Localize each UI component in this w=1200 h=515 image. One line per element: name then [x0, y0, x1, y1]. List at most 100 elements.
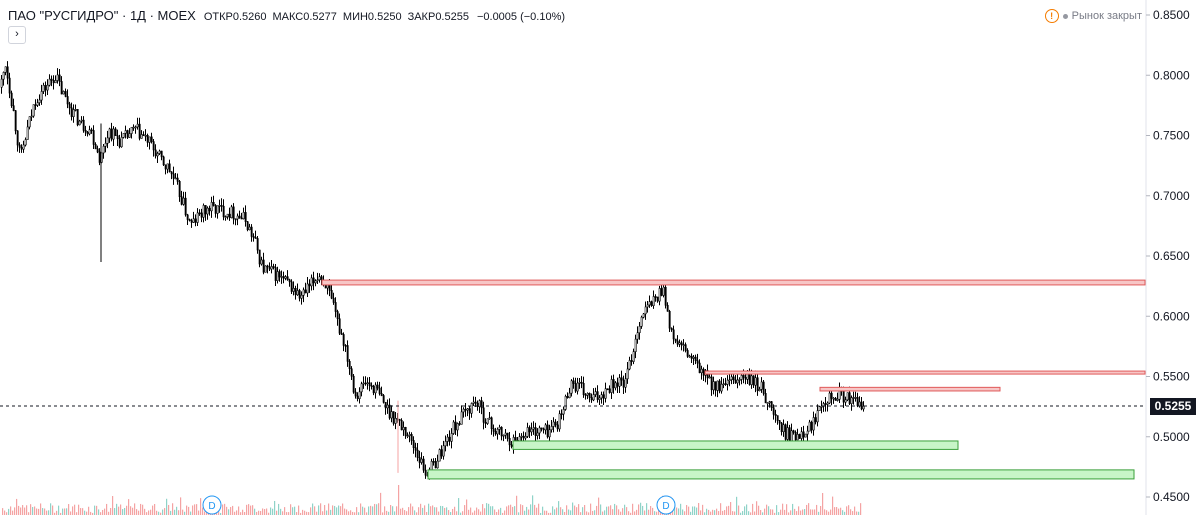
volume-bar	[274, 500, 276, 515]
volume-bar	[394, 511, 396, 515]
close-label: ЗАКР	[407, 11, 436, 23]
volume-bar	[436, 507, 438, 515]
volume-bar	[636, 509, 638, 515]
candle-body	[652, 296, 655, 306]
volume-bar	[540, 512, 542, 515]
volume-bar	[202, 507, 204, 515]
support-zone	[427, 469, 1135, 480]
volume-bar	[682, 509, 684, 515]
candle-body	[862, 405, 865, 410]
volume-bar	[746, 504, 748, 515]
candle-body	[364, 382, 367, 385]
candle-body	[668, 310, 671, 329]
volume-bar	[104, 508, 106, 515]
volume-bar	[504, 510, 506, 515]
volume-bar	[308, 512, 310, 515]
volume-bar	[826, 510, 828, 515]
candle-body	[154, 149, 157, 157]
candle-body	[136, 123, 139, 128]
candle-body	[230, 206, 233, 219]
volume-bar	[318, 505, 320, 515]
candle-body	[96, 148, 99, 153]
candle-body	[786, 427, 789, 440]
volume-bar	[628, 511, 630, 515]
candle-body	[718, 380, 721, 392]
volume-bar	[546, 510, 548, 515]
volume-bar	[4, 510, 6, 515]
volume-bar	[460, 512, 462, 515]
candle-body	[90, 129, 93, 132]
volume-bar	[90, 511, 92, 515]
volume-bar	[260, 510, 262, 515]
candle-body	[694, 356, 697, 361]
volume-bar	[368, 506, 370, 515]
volume-bar	[806, 504, 808, 515]
volume-bar	[366, 512, 368, 515]
volume-bar	[490, 506, 492, 515]
candle-body	[534, 427, 537, 436]
candle-body	[272, 266, 275, 268]
candle-body	[700, 368, 703, 374]
volume-bar	[356, 507, 358, 515]
legend-collapse-button[interactable]: ›	[8, 26, 26, 44]
candle-body	[102, 145, 105, 154]
candle-body	[448, 436, 451, 442]
volume-bar	[640, 502, 642, 515]
candle-body	[164, 164, 167, 170]
candle-body	[598, 397, 601, 400]
candle-body	[514, 437, 517, 441]
volume-bar	[350, 510, 352, 515]
volume-bar	[258, 510, 260, 515]
candle-body	[538, 427, 541, 434]
candle-body	[832, 397, 835, 400]
symbol-title[interactable]: ПАО "РУСГИДРО" · 1Д · MOEX	[8, 8, 196, 23]
volume-bar	[704, 512, 706, 515]
candle-body	[584, 394, 587, 396]
volume-bar	[756, 501, 758, 515]
candle-body	[614, 382, 617, 389]
candle-body	[372, 385, 375, 394]
candle-body	[14, 110, 17, 132]
volume-bar	[140, 503, 142, 515]
volume-bar	[106, 503, 108, 515]
candle-body	[110, 128, 113, 140]
volume-bar	[310, 507, 312, 515]
candle-body	[22, 144, 25, 150]
candle-body	[124, 130, 127, 134]
candle-body	[78, 120, 81, 126]
candle-body	[772, 407, 775, 415]
candle-body	[456, 423, 459, 431]
volume-bar	[808, 503, 810, 515]
market-status[interactable]: ! Рынок закрыт	[1044, 9, 1142, 23]
candle-body	[292, 288, 295, 292]
volume-bar	[820, 505, 822, 515]
candle-body	[702, 368, 705, 376]
volume-bar	[716, 508, 718, 515]
candle-body	[202, 205, 205, 218]
last-price-label: 0.5255	[1150, 397, 1196, 415]
candle-body	[616, 382, 619, 387]
high-label: МАКС	[272, 11, 304, 23]
volume-bar	[78, 504, 80, 515]
volume-bar	[840, 507, 842, 515]
candle-body	[712, 381, 715, 391]
candle-body	[730, 376, 733, 381]
candle-body	[6, 66, 9, 79]
volume-bar	[166, 498, 168, 515]
candle-body	[400, 420, 403, 431]
candle-body	[490, 417, 493, 430]
volume-bar	[568, 509, 570, 515]
candle-body	[536, 432, 539, 436]
volume-bar	[760, 509, 762, 515]
volume-bar	[516, 495, 518, 515]
volume-bar	[8, 508, 10, 515]
candle-body	[808, 421, 811, 432]
volume-bar	[272, 508, 274, 515]
candle-body	[498, 426, 501, 430]
close-value: 0.5255	[435, 11, 469, 23]
volume-bar	[190, 511, 192, 515]
candle-body	[600, 394, 603, 399]
candle-body	[92, 130, 95, 145]
